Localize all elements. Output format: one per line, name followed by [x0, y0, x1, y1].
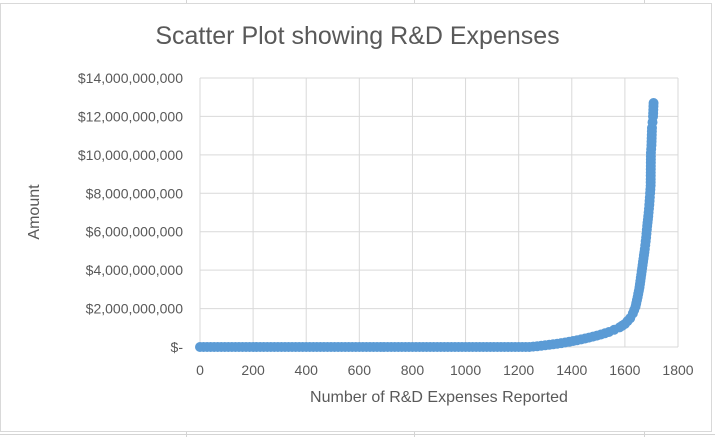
x-tick-label: 1000: [450, 362, 481, 378]
y-tick-label: $2,000,000,000: [86, 301, 184, 317]
x-tick-label: 0: [196, 362, 204, 378]
chart-title: Scatter Plot showing R&D Expenses: [155, 22, 560, 50]
x-tick-label: 1800: [662, 362, 693, 378]
y-tick-label: $4,000,000,000: [86, 262, 184, 278]
chart-area[interactable]: [0, 3, 712, 432]
sheet-gridline: [0, 434, 715, 435]
y-tick-label: $6,000,000,000: [86, 224, 184, 240]
data-point: [648, 97, 659, 108]
x-tick-label: 800: [401, 362, 425, 378]
x-tick-label: 1200: [503, 362, 534, 378]
y-tick-label: $8,000,000,000: [86, 185, 184, 201]
x-axis-title: Number of R&D Expenses Reported: [310, 389, 568, 406]
x-tick-label: 1600: [609, 362, 640, 378]
y-tick-label: $12,000,000,000: [78, 108, 183, 124]
y-tick-label: $14,000,000,000: [78, 70, 183, 86]
y-tick-label: $10,000,000,000: [78, 147, 183, 163]
x-tick-label: 600: [348, 362, 372, 378]
x-tick-label: 200: [241, 362, 265, 378]
x-tick-label: 400: [295, 362, 319, 378]
y-tick-label: $-: [171, 339, 184, 355]
x-tick-label: 1400: [556, 362, 587, 378]
